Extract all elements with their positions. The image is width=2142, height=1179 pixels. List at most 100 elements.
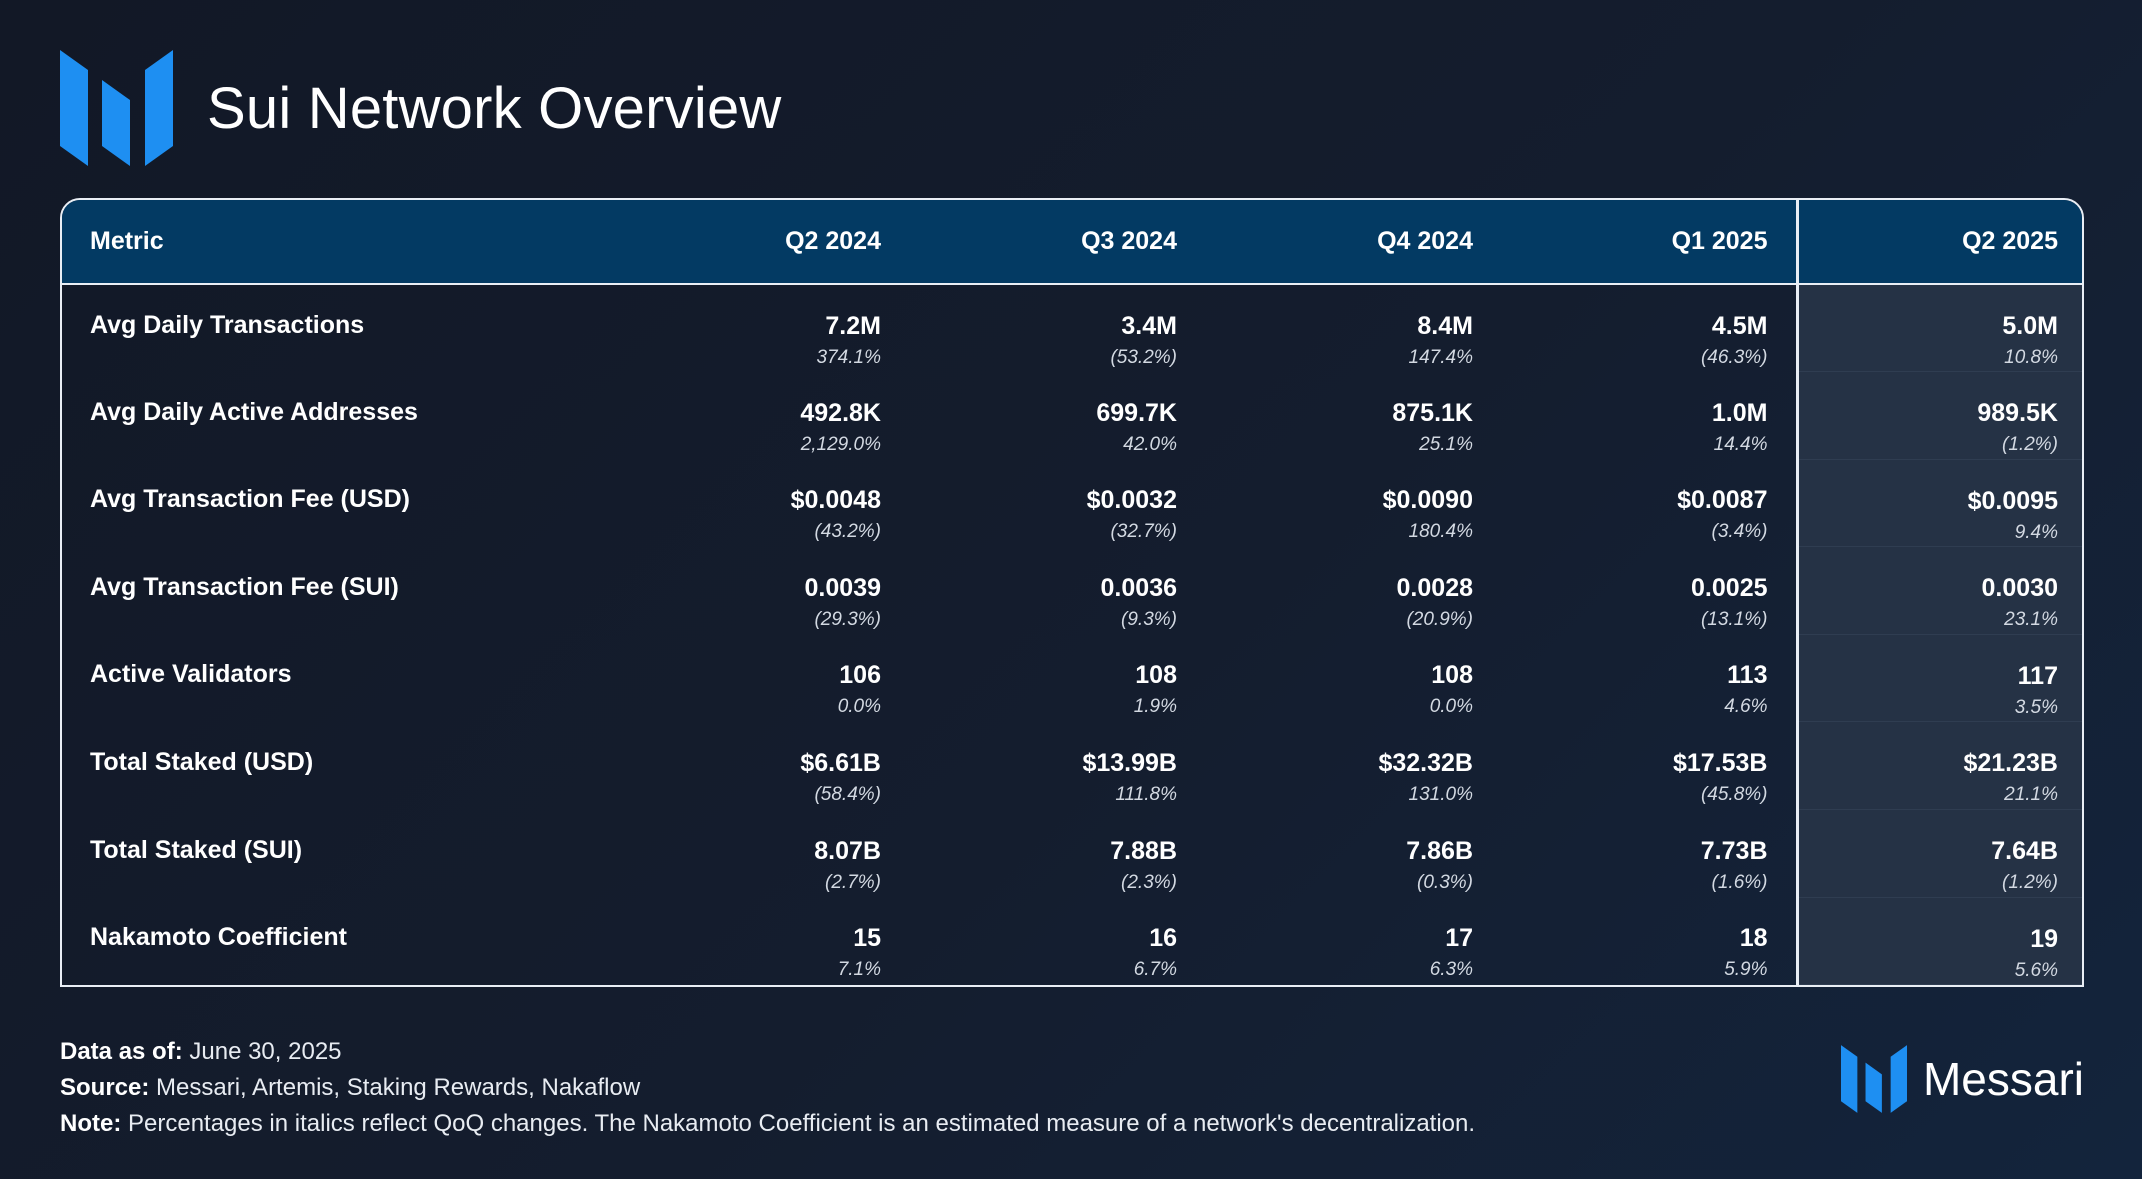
metric-value: 492.8K xyxy=(800,398,881,427)
metric-value: 0.0036 xyxy=(1100,573,1177,602)
table-cell-q1-2025: 7.73B (1.6%) xyxy=(1501,810,1797,898)
table-cell-q4-2024: $0.0090 180.4% xyxy=(1205,459,1501,547)
metric-value: $21.23B xyxy=(1963,749,2058,778)
qoq-change: 3.5% xyxy=(2014,696,2058,718)
table-cell-q4-2024: 17 6.3% xyxy=(1205,897,1501,985)
metric-value: 0.0025 xyxy=(1691,573,1768,602)
table-cell-q2-2025: $21.23B 21.1% xyxy=(1795,721,2082,811)
table-row: Nakamoto Coefficient 15 7.1% 16 6.7% 17 6.3% 18… xyxy=(62,897,2082,985)
qoq-change: (1.2%) xyxy=(2002,434,2058,456)
table-cell-q4-2024: 7.86B (0.3%) xyxy=(1205,810,1501,898)
source-value: Messari, Artemis, Staking Rewards, Nakaf… xyxy=(156,1074,641,1101)
metric-value: 19 xyxy=(2030,924,2058,953)
qoq-change: 21.1% xyxy=(2004,784,2058,806)
metric-value: 7.88B xyxy=(1110,836,1177,865)
qoq-change: 7.1% xyxy=(837,959,881,981)
metric-value: $13.99B xyxy=(1082,748,1177,777)
metric-value: 4.5M xyxy=(1711,312,1768,340)
qoq-change: (2.3%) xyxy=(1121,871,1177,893)
column-header-q3-2024: Q3 2024 xyxy=(909,200,1205,285)
metric-value: 0.0030 xyxy=(1981,574,2058,603)
qoq-change: 180.4% xyxy=(1408,521,1473,543)
table-cell-q2-2024: $6.61B (58.4%) xyxy=(613,722,909,810)
table-cell-q2-2024: 8.07B (2.7%) xyxy=(613,810,909,898)
table-cell-q4-2024: 875.1K 25.1% xyxy=(1205,372,1501,460)
table-cell-q2-2025: 0.0030 23.1% xyxy=(1795,546,2082,635)
table-cell-q2-2025: $0.0095 9.4% xyxy=(1795,459,2082,548)
column-header-metric: Metric xyxy=(62,200,613,285)
qoq-change: (1.6%) xyxy=(1711,871,1768,893)
messari-brand-icon xyxy=(1840,1045,1907,1113)
qoq-change: 5.9% xyxy=(1724,959,1768,981)
metric-value: $32.32B xyxy=(1378,748,1473,777)
metric-value: $6.61B xyxy=(800,748,881,777)
table-cell-q4-2024: $32.32B 131.0% xyxy=(1205,722,1501,810)
metric-value: 1.0M xyxy=(1711,398,1768,427)
qoq-change: 6.7% xyxy=(1133,959,1177,981)
table-row: Avg Transaction Fee (USD) $0.0048 (43.2%) $… xyxy=(62,459,2082,548)
metric-value: 117 xyxy=(2017,661,2058,690)
metric-value: 8.07B xyxy=(814,836,881,865)
metric-value: 7.64B xyxy=(1991,837,2058,866)
table-cell-q4-2024: 8.4M 147.4% xyxy=(1205,284,1501,372)
qoq-change: 0.0% xyxy=(837,696,881,718)
metric-value: $17.53B xyxy=(1672,748,1768,777)
page-title: Sui Network Overview xyxy=(207,75,782,141)
source-label: Source: xyxy=(60,1074,150,1101)
table-cell-q4-2024: 0.0028 (20.9%) xyxy=(1205,547,1501,635)
qoq-change: (46.3%) xyxy=(1700,347,1768,368)
table-cell-q3-2024: 699.7K 42.0% xyxy=(909,372,1205,460)
metric-value: 7.2M xyxy=(825,312,881,340)
qoq-change: 0.0% xyxy=(1429,696,1473,718)
metric-value: $0.0048 xyxy=(790,486,881,515)
metric-value: 0.0039 xyxy=(804,573,881,602)
qoq-change: 14.4% xyxy=(1713,433,1768,455)
qoq-change: (0.3%) xyxy=(1417,871,1473,893)
qoq-change: (2.7%) xyxy=(825,871,881,893)
table-cell-q2-2024: 7.2M 374.1% xyxy=(613,284,909,372)
metric-value: 113 xyxy=(1727,661,1768,690)
data-as-of-value: June 30, 2025 xyxy=(189,1038,342,1065)
table-cell-q2-2024: 0.0039 (29.3%) xyxy=(613,547,909,635)
table-cell-q3-2024: 7.88B (2.3%) xyxy=(909,810,1205,898)
qoq-change: 5.6% xyxy=(2014,959,2058,981)
metric-value: 0.0028 xyxy=(1396,573,1473,602)
table-cell-q2-2024: 492.8K 2,129.0% xyxy=(613,372,909,460)
metric-value: 16 xyxy=(1149,924,1177,953)
qoq-change: (9.3%) xyxy=(1121,608,1177,630)
qoq-change: 23.1% xyxy=(2004,609,2058,631)
qoq-change: 374.1% xyxy=(816,347,881,368)
metric-name: Avg Daily Transactions xyxy=(90,311,365,339)
table-cell-q4-2024: 108 0.0% xyxy=(1205,634,1501,722)
qoq-change: 147.4% xyxy=(1408,347,1473,368)
qoq-change: (32.7%) xyxy=(1110,521,1177,543)
table-cell-q2-2025: 989.5K (1.2%) xyxy=(1795,371,2082,460)
table-cell-q3-2024: 108 1.9% xyxy=(909,634,1205,722)
qoq-change: (20.9%) xyxy=(1406,608,1473,630)
table-cell-q1-2025: $0.0087 (3.4%) xyxy=(1501,459,1797,547)
qoq-change: 10.8% xyxy=(2004,347,2058,368)
metric-value: 989.5K xyxy=(1977,399,2058,428)
metric-value: 5.0M xyxy=(2002,312,2058,340)
table-cell-q2-2024: 106 0.0% xyxy=(613,634,909,722)
table-cell-q3-2024: $13.99B 111.8% xyxy=(909,722,1205,810)
column-header-q2-2024: Q2 2024 xyxy=(613,200,909,285)
qoq-change: 42.0% xyxy=(1123,433,1177,455)
table-cell-q2-2025: 117 3.5% xyxy=(1795,634,2082,723)
table-cell-q3-2024: 0.0036 (9.3%) xyxy=(909,547,1205,635)
qoq-change: (13.1%) xyxy=(1700,608,1768,630)
metric-value: $0.0090 xyxy=(1382,486,1473,515)
metric-value: 3.4M xyxy=(1121,312,1177,340)
table-cell-q3-2024: 16 6.7% xyxy=(909,897,1205,985)
metric-name: Active Validators xyxy=(90,660,292,689)
metric-name: Nakamoto Coefficient xyxy=(90,923,347,952)
table-cell-q2-2024: $0.0048 (43.2%) xyxy=(613,459,909,547)
footer-notes: Data as of: June 30, 2025 Source: Messar… xyxy=(60,1034,1475,1142)
qoq-change: 6.3% xyxy=(1429,959,1473,981)
metric-value: $0.0032 xyxy=(1086,486,1177,515)
messari-logo-icon xyxy=(60,50,173,166)
table-row: Active Validators 106 0.0% 108 1.9% 108 0.0% 11… xyxy=(62,634,2082,723)
qoq-change: 25.1% xyxy=(1419,433,1473,455)
metric-value: 8.4M xyxy=(1417,312,1473,340)
note-value: Percentages in italics reflect QoQ chang… xyxy=(128,1110,1476,1137)
